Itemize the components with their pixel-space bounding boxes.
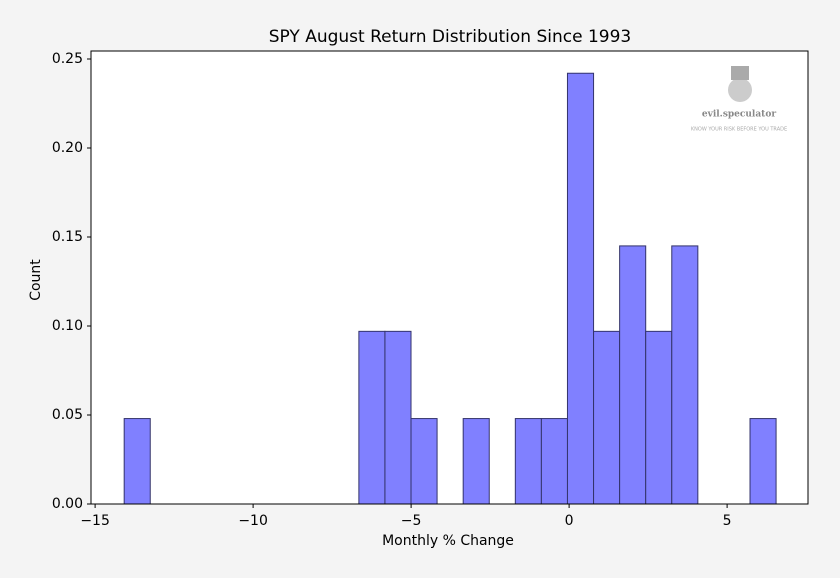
y-tick-label: 0.20 — [52, 140, 83, 156]
watermark-name: evil.speculator — [702, 110, 776, 120]
y-tick-label: 0.00 — [52, 496, 83, 512]
watermark: evil.speculator KNOW YOUR RISK BEFORE YO… — [691, 66, 787, 133]
x-tick-label: −5 — [401, 513, 422, 529]
watermark-tagline: KNOW YOUR RISK BEFORE YOU TRADE — [691, 127, 787, 133]
bar — [593, 330, 621, 505]
bar — [123, 418, 151, 505]
y-tick-label: 0.05 — [52, 407, 83, 423]
x-tick-label: 5 — [723, 513, 732, 529]
x-tick-label: −15 — [80, 513, 110, 529]
bar — [514, 418, 542, 505]
bar — [540, 418, 568, 505]
y-tick-label: 0.25 — [52, 51, 83, 67]
x-tick-label: 0 — [565, 513, 574, 529]
bar — [566, 72, 595, 505]
y-axis-label: Count — [28, 259, 44, 301]
bar — [671, 245, 699, 505]
watermark-logo — [731, 66, 749, 80]
watermark-logo — [728, 78, 752, 102]
bar — [410, 418, 438, 505]
bar — [645, 330, 673, 505]
axes-frame — [90, 50, 809, 505]
bar — [384, 330, 412, 505]
y-tick-label: 0.10 — [52, 318, 83, 334]
x-axis-label: Monthly % Change — [382, 533, 514, 549]
chart-title: SPY August Return Distribution Since 199… — [269, 27, 632, 47]
plot-area — [91, 51, 808, 504]
bar — [619, 245, 647, 505]
x-tick-label: −10 — [238, 513, 268, 529]
bar — [462, 418, 490, 505]
bar — [358, 330, 386, 505]
y-tick-label: 0.15 — [52, 229, 83, 245]
bar — [749, 418, 777, 505]
